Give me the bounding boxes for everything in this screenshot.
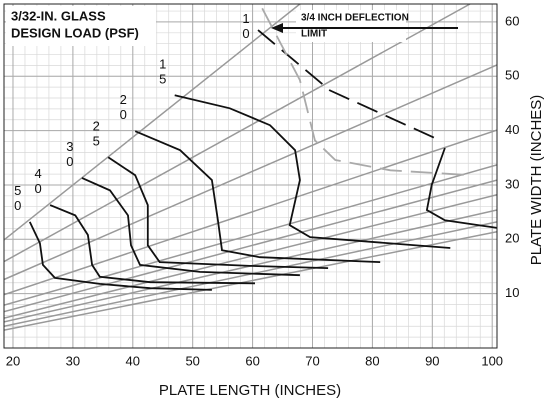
x-axis-title: PLATE LENGTH (INCHES) <box>159 382 341 399</box>
y-tick-label: 20 <box>505 231 519 246</box>
x-tick-label: 30 <box>66 353 80 368</box>
x-tick-label: 40 <box>126 353 140 368</box>
chart-title: 3/32-IN. GLASS <box>11 8 106 23</box>
x-tick-label: 90 <box>425 353 439 368</box>
y-tick-label: 30 <box>505 176 519 191</box>
curve <box>49 204 256 285</box>
x-tick-label: 100 <box>481 353 503 368</box>
x-tick-label: 20 <box>6 353 20 368</box>
x-tick-label: 50 <box>185 353 199 368</box>
annotation: LIMIT <box>301 29 327 40</box>
curve <box>28 221 212 291</box>
guide-line <box>4 64 497 281</box>
guide-line <box>4 230 497 331</box>
arrow-head <box>271 23 283 33</box>
x-tick-label: 70 <box>305 353 319 368</box>
y-tick-label: 60 <box>505 13 519 28</box>
guide-line <box>4 4 471 263</box>
curve <box>81 177 300 277</box>
guide-line <box>4 179 497 313</box>
x-tick-label: 80 <box>365 353 379 368</box>
y-tick-label: 50 <box>505 68 519 83</box>
curve <box>257 29 441 142</box>
title-box <box>6 6 156 46</box>
curve <box>425 147 497 229</box>
y-axis-title: PLATE WIDTH (INCHES) <box>528 95 545 266</box>
annotation: 3/4 INCH DEFLECTION <box>301 13 409 24</box>
curve <box>261 7 471 177</box>
plot-border <box>3 3 498 349</box>
curve <box>174 94 451 249</box>
curve <box>107 156 329 269</box>
x-tick-label: 60 <box>245 353 259 368</box>
guide-line <box>4 129 497 296</box>
note-box <box>296 10 406 42</box>
guide-line <box>4 193 497 319</box>
y-tick-label: 10 <box>505 285 519 300</box>
chart-title: DESIGN LOAD (PSF) <box>11 25 139 40</box>
y-tick-label: 40 <box>505 122 519 137</box>
curve <box>134 130 381 263</box>
guide-line <box>4 4 301 241</box>
